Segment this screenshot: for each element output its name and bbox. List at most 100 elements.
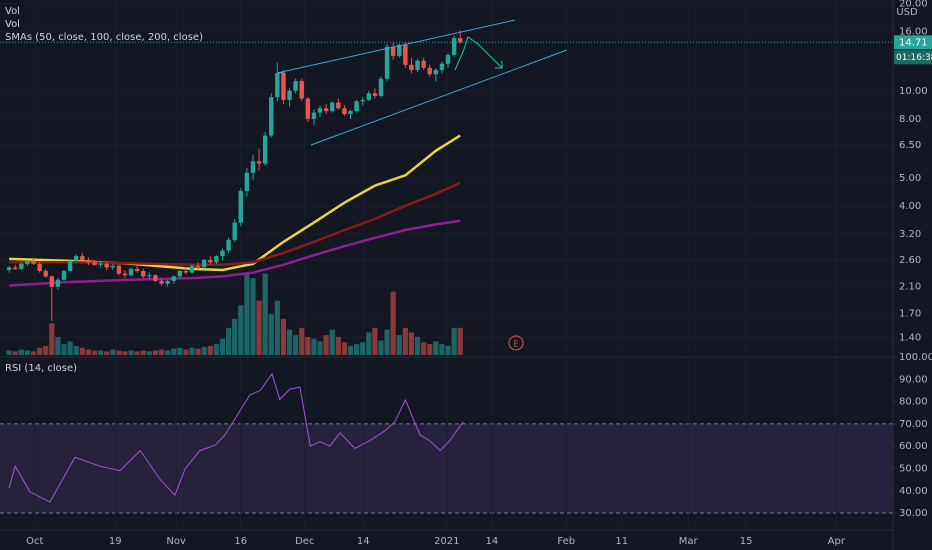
volume-bar: [250, 278, 256, 355]
y-tick-label: 90.00: [899, 374, 928, 385]
volume-bar: [207, 345, 213, 355]
y-tick-label: 2.10: [899, 282, 921, 293]
y-tick-label: 2.60: [899, 255, 921, 266]
axes: 20.00 16.00 10.00 8.00 6.50 5.00 4.00 3.20 2.60 2…: [26, 0, 932, 547]
candle-body: [25, 260, 30, 264]
volume-bar: [402, 327, 408, 355]
candle-body: [141, 271, 146, 277]
volume-bar: [451, 327, 457, 355]
volume-bar: [329, 329, 335, 355]
volume-bar: [213, 344, 219, 355]
candle-body: [6, 267, 12, 270]
y-tick-label: 100.00: [899, 352, 932, 363]
countdown-badge: [894, 50, 932, 65]
candle-body: [183, 271, 189, 273]
volume-bar: [445, 345, 451, 355]
volume-bar: [85, 349, 91, 355]
volume-bar: [171, 348, 177, 355]
candle-body: [61, 271, 67, 280]
volume-bar: [232, 318, 238, 355]
volume-bar: [280, 318, 287, 355]
y-tick-label: 1.40: [899, 333, 921, 344]
volume-bar: [305, 336, 311, 355]
volume-bar: [37, 347, 43, 355]
candle-body: [348, 111, 353, 115]
volume-bar: [67, 341, 73, 355]
candle-body: [31, 260, 36, 264]
candle-body: [165, 280, 170, 284]
marks: E: [0, 30, 893, 503]
y-tick-label: 1.70: [899, 308, 921, 319]
volume-bar: [335, 336, 341, 355]
volume-bar: [360, 342, 366, 355]
countdown-label: 01:16:38: [896, 53, 932, 63]
x-tick-label: Nov: [166, 536, 186, 547]
volume-bar: [140, 350, 146, 355]
volume-bar: [323, 335, 329, 355]
volume-bar: [317, 341, 323, 355]
candle-body: [390, 46, 396, 56]
volume-bar: [43, 345, 49, 355]
volume-bar: [183, 349, 189, 355]
volume-bar: [61, 344, 67, 355]
y-tick-label: 20.00: [899, 0, 928, 10]
volume-bar: [439, 344, 445, 355]
candle-body: [433, 69, 439, 75]
volume-bar: [372, 327, 378, 355]
volume-bar: [256, 300, 262, 355]
candle-body: [421, 60, 426, 68]
volume-bar: [55, 336, 61, 355]
channel-upper: [276, 19, 516, 74]
volume-bar: [457, 327, 463, 355]
candle-body: [110, 265, 115, 268]
candle-body: [427, 67, 432, 75]
volume-bar: [390, 291, 396, 355]
candle-body: [415, 60, 420, 70]
candle-body: [232, 222, 237, 240]
volume-bar: [341, 342, 347, 355]
x-tick-label: 19: [109, 536, 122, 547]
volume-bar: [30, 351, 37, 355]
legend-smas: SMAs (50, close, 100, close, 200, close): [5, 32, 203, 43]
candle-body: [13, 267, 18, 269]
volume-bar: [134, 351, 140, 355]
volume-bar: [347, 345, 354, 355]
candle-body: [366, 93, 371, 100]
volume-bar: [104, 351, 110, 355]
currency: USD: [896, 7, 918, 18]
grid: [0, 423, 893, 514]
candle-body: [250, 161, 256, 173]
candle-body: [384, 46, 390, 79]
volume-bar: [195, 348, 201, 355]
candle-body: [275, 73, 280, 98]
candle-body: [104, 263, 109, 268]
candle-body: [171, 276, 176, 281]
candle-body: [98, 263, 103, 265]
candle-body: [116, 265, 122, 274]
x-tick-label: 11: [615, 536, 628, 547]
candle-body: [202, 259, 207, 268]
volume-bar: [91, 350, 98, 355]
candle-body: [67, 260, 73, 272]
candle-body: [360, 99, 365, 102]
arrow-head: [495, 61, 503, 69]
volume-bar: [238, 305, 244, 355]
last-price-badge: [894, 35, 932, 50]
volume-bar: [378, 340, 384, 355]
candle-body: [238, 191, 243, 223]
volume-bar: [201, 346, 207, 355]
candle-body: [195, 265, 201, 268]
candle-body: [19, 263, 24, 269]
candle-body: [128, 268, 134, 276]
candle-body: [372, 93, 378, 96]
volume-bar: [128, 350, 134, 355]
volume-bar: [24, 350, 31, 355]
y-tick-label: 16.00: [899, 27, 928, 38]
candle-body: [458, 38, 463, 43]
sma-line: [9, 181, 461, 267]
rsi-line: [8, 372, 464, 503]
volume-bar: [274, 300, 280, 355]
candle-body: [122, 273, 128, 276]
candle-body: [317, 108, 323, 113]
candle-body: [189, 265, 195, 273]
